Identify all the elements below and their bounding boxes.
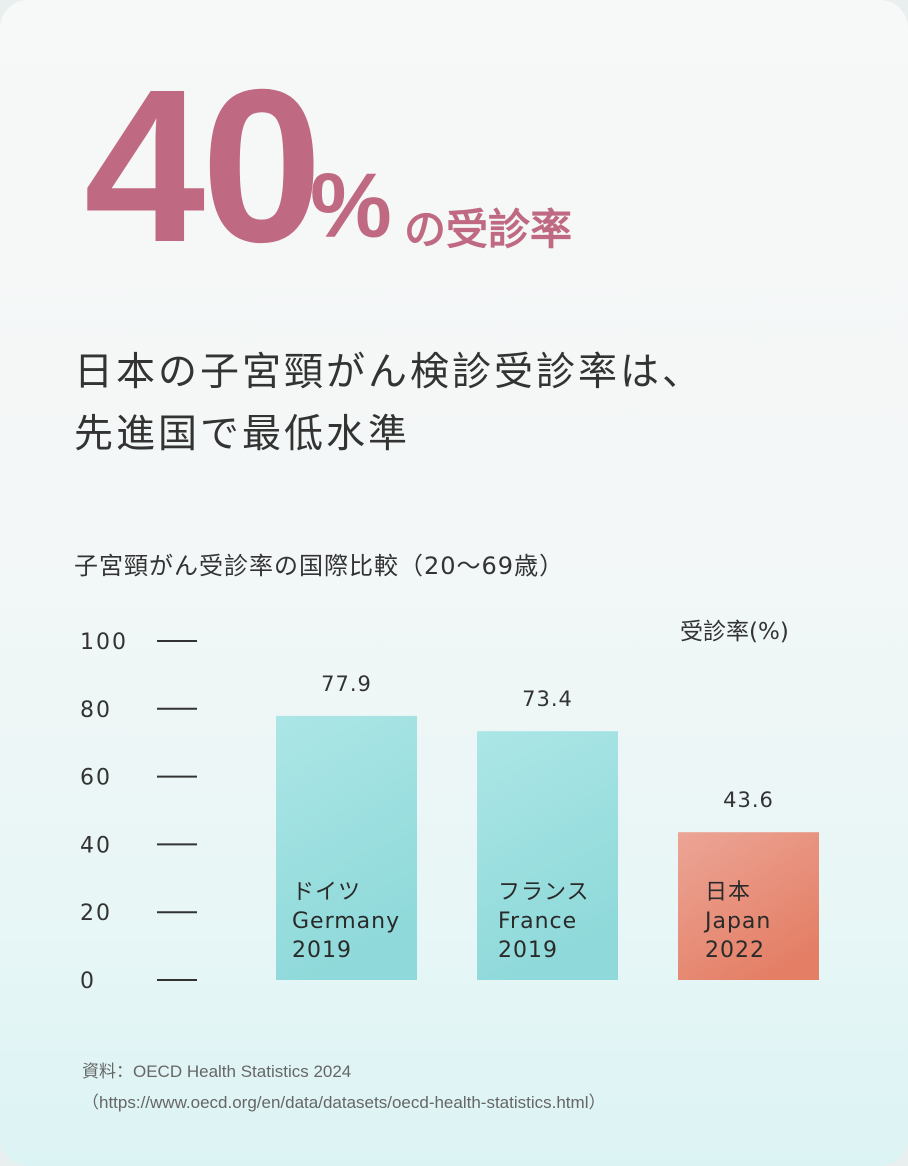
category-label: Germany [292, 909, 400, 934]
headline: 日本の子宮頸がん検診受診率は、 先進国で最低水準 [74, 342, 704, 466]
hero-suffix: の受診率 [404, 205, 573, 254]
chart-title: 子宮頸がん受診率の国際比較（20〜69歳） [74, 552, 565, 580]
headline-line-2: 先進国で最低水準 [74, 412, 411, 457]
y-tick-label: 60 [80, 766, 112, 791]
category-label: 2019 [498, 938, 558, 963]
category-label: フランス [498, 880, 590, 905]
bar-germany [276, 715, 417, 980]
y-tick-label: 20 [80, 901, 112, 926]
y-tick-label: 0 [80, 969, 96, 994]
category-label: Japan [703, 909, 771, 934]
y-tick-label: 40 [80, 833, 112, 858]
source-note: 資料：OECD Health Statistics 2024 （https://… [82, 1056, 605, 1118]
category-label: 2022 [705, 938, 765, 963]
data-label: 43.6 [723, 788, 774, 812]
hero-unit: % [310, 155, 392, 257]
bar-japan [678, 832, 819, 980]
headline-line-1: 日本の子宮頸がん検診受診率は、 [74, 350, 705, 395]
category-label: 日本 [705, 880, 751, 905]
data-label: 73.4 [522, 687, 573, 711]
source-line-1: 資料：OECD Health Statistics 2024 [82, 1062, 352, 1081]
y-axis-unit-label: 受診率(%) [680, 619, 789, 645]
hero-stat: 40 % [84, 58, 392, 276]
category-label: France [498, 909, 577, 934]
category-label: 2019 [292, 938, 352, 963]
bar-france [477, 731, 618, 980]
source-line-2: （https://www.oecd.org/en/data/datasets/o… [82, 1093, 606, 1112]
y-tick-label: 100 [80, 630, 128, 655]
category-label: ドイツ [292, 880, 361, 905]
y-tick-label: 80 [80, 698, 112, 723]
hero-number: 40 [84, 45, 322, 288]
data-label: 77.9 [321, 672, 372, 696]
